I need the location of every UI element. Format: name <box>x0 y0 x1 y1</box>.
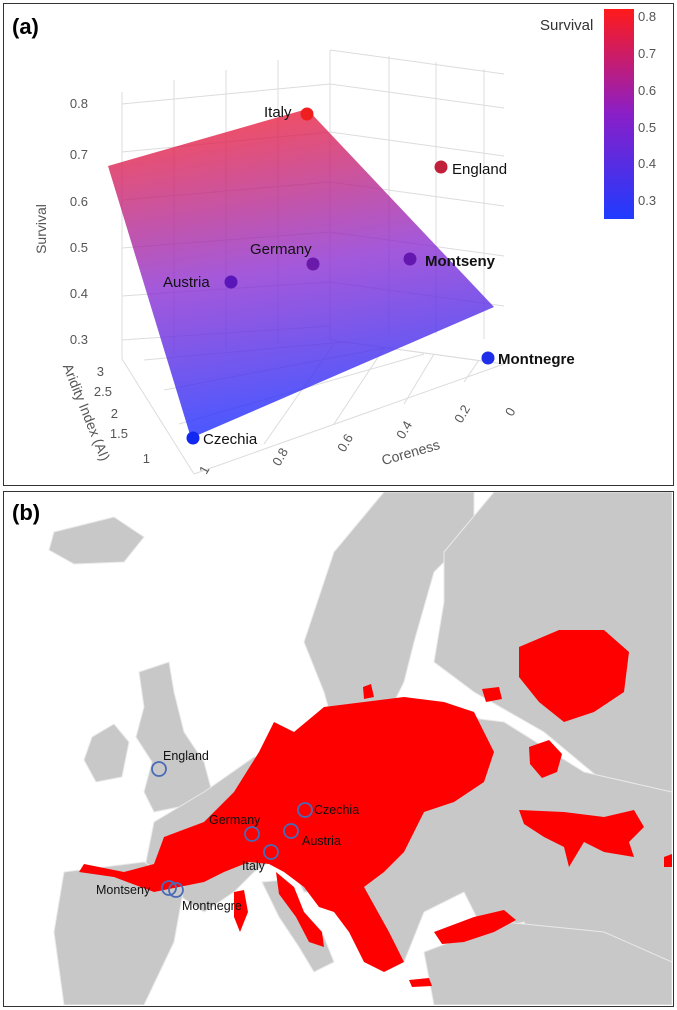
label-montnegre: Montnegre <box>498 351 575 368</box>
coreness-axis-label: Coreness <box>380 436 442 468</box>
panel-a-3d-scatter: (a) <box>3 3 674 486</box>
survival-tick: 0.6 <box>70 194 88 209</box>
aridity-tick: 1.5 <box>110 426 128 441</box>
ireland <box>83 723 130 783</box>
site-label-austria: Austria <box>302 834 341 848</box>
point-labels: Italy England Germany Montseny Austria M… <box>163 104 575 448</box>
survival-tick: 0.4 <box>70 286 88 301</box>
range-corsica-sardinia <box>234 890 248 932</box>
colorbar: Survival 0.8 0.7 0.6 0.5 0.4 0.3 <box>540 9 656 219</box>
colorbar-tick: 0.6 <box>638 83 656 98</box>
site-marker-italy <box>263 844 279 860</box>
label-italy: Italy <box>264 104 292 121</box>
panel-letter-b: (b) <box>12 500 41 526</box>
point-montnegre <box>481 351 495 365</box>
survival-tick: 0.3 <box>70 332 88 347</box>
coreness-tick: 0 <box>502 405 519 419</box>
coreness-tick: 0.6 <box>334 431 356 454</box>
site-marker-germany <box>244 826 260 842</box>
range-russia-blob <box>519 630 629 722</box>
label-england: England <box>452 161 507 178</box>
label-czechia: Czechia <box>203 431 258 448</box>
coreness-tick: 0.4 <box>393 418 415 441</box>
label-germany: Germany <box>250 241 312 258</box>
site-label-czechia: Czechia <box>314 803 359 817</box>
iceland <box>48 516 145 565</box>
aridity-axis-ticks: 3 2.5 2 1.5 1 <box>94 364 150 466</box>
site-label-montseny: Montseny <box>96 883 151 897</box>
range-main-europe <box>79 697 494 972</box>
coreness-tick: 0.8 <box>269 445 291 468</box>
scatter-3d-plot: 0.8 0.7 0.6 0.5 0.4 0.3 Survival 3 2.5 2… <box>33 9 656 477</box>
species-range <box>79 630 672 987</box>
fitted-surface-plane <box>108 109 494 438</box>
site-label-germany: Germany <box>209 813 261 827</box>
range-edge <box>664 854 672 867</box>
point-montseny <box>403 252 417 266</box>
colorbar-tick: 0.7 <box>638 46 656 61</box>
site-marker-czechia <box>297 802 313 818</box>
site-markers <box>151 761 313 898</box>
point-england <box>434 160 448 174</box>
aridity-tick: 1 <box>143 451 150 466</box>
survival-axis-label: Survival <box>33 204 49 254</box>
colorbar-tick: 0.3 <box>638 193 656 208</box>
label-montseny: Montseny <box>425 253 496 270</box>
site-marker-montnegre <box>168 882 184 898</box>
coreness-tick: 0.2 <box>451 402 473 425</box>
colorbar-tick: 0.5 <box>638 120 656 135</box>
range-tiny-blob <box>482 687 502 702</box>
site-marker-montseny <box>161 880 177 896</box>
colorbar-gradient <box>604 9 634 219</box>
point-italy <box>300 107 314 121</box>
point-austria <box>224 275 238 289</box>
colorbar-title: Survival <box>540 17 593 34</box>
panel-letter-a: (a) <box>12 14 39 39</box>
aridity-axis-label: Aridity Index (AI) <box>60 361 114 463</box>
survival-tick: 0.8 <box>70 96 88 111</box>
site-label-montnegre: Montnegre <box>182 899 242 913</box>
scatter-points <box>186 107 495 445</box>
colorbar-ticks: 0.8 0.7 0.6 0.5 0.4 0.3 <box>638 9 656 208</box>
panel-b-range-map: England Germany Czechia Austria Italy Mo… <box>3 491 674 1007</box>
site-marker-england <box>151 761 167 777</box>
aridity-tick: 3 <box>97 364 104 379</box>
coreness-tick: 1 <box>196 463 213 477</box>
label-austria: Austria <box>163 274 210 291</box>
survival-tick: 0.5 <box>70 240 88 255</box>
range-tiny-blob-2 <box>363 684 374 699</box>
aridity-tick: 2.5 <box>94 384 112 399</box>
site-label-england: England <box>163 749 209 763</box>
site-label-italy: Italy <box>242 859 266 873</box>
range-italy <box>276 872 324 947</box>
colorbar-tick: 0.8 <box>638 9 656 24</box>
europe-map: England Germany Czechia Austria Italy Mo… <box>4 491 673 1006</box>
range-turkey-coast <box>434 910 516 944</box>
survival-tick: 0.7 <box>70 147 88 162</box>
range-small-blob <box>529 740 562 778</box>
survival-axis-ticks: 0.8 0.7 0.6 0.5 0.4 0.3 <box>70 96 88 347</box>
point-czechia <box>186 431 200 445</box>
range-caucasus <box>519 810 644 867</box>
point-germany <box>306 257 320 271</box>
colorbar-tick: 0.4 <box>638 156 656 171</box>
aridity-tick: 2 <box>111 406 118 421</box>
range-crete <box>409 978 432 987</box>
site-labels: England Germany Czechia Austria Italy Mo… <box>96 749 359 913</box>
site-marker-austria <box>283 823 299 839</box>
